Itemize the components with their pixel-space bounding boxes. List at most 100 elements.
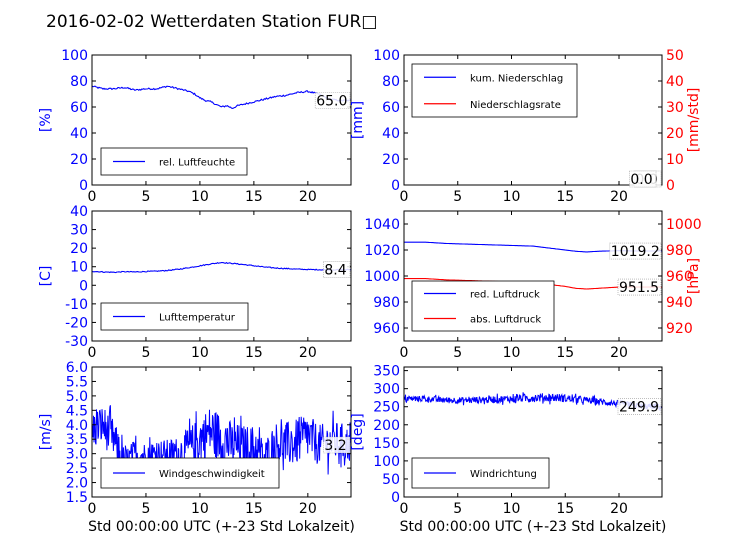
y-axis-label: [mm] — [350, 101, 366, 139]
plot-frame — [91, 210, 352, 342]
x-tick-label: 10 — [191, 345, 209, 361]
y2-tick-label: 10 — [666, 152, 684, 168]
x-tick-label: 5 — [141, 345, 150, 361]
current-value-box — [314, 92, 351, 109]
y-tick-label: 1000 — [364, 269, 400, 285]
plot-frame — [91, 54, 352, 186]
legend-label: Windrichtung — [470, 469, 537, 480]
x-axis-label: Std 00:00:00 UTC (+-23 Std Lokalzeit) — [400, 519, 667, 535]
y-tick-label: 980 — [373, 295, 400, 311]
y-tick-label: 40 — [70, 204, 88, 220]
x-tick-label: 5 — [453, 189, 462, 205]
x-tick-label: 0 — [400, 501, 409, 517]
x-tick-label: 5 — [453, 501, 462, 517]
y-tick-label: 40 — [70, 126, 88, 142]
panel-wind_speed: 0 5 10 15 20 1.52.02.53.03.54.04.55.05.56.0 [m… — [38, 360, 355, 535]
y2-axis-label: [hPa] — [686, 258, 702, 294]
y-axis-label: [C] — [38, 266, 54, 287]
y-axis-label: [%] — [38, 108, 54, 132]
x-tick-label: 5 — [453, 345, 462, 361]
y-tick-label: 250 — [373, 400, 400, 416]
x-tick-label: 0 — [88, 189, 97, 205]
y-tick-label: 2.5 — [66, 461, 88, 477]
y-tick-label: 6.0 — [66, 360, 88, 376]
y-tick-label: 0 — [391, 178, 400, 194]
y-tick-label: 150 — [373, 436, 400, 452]
y-tick-label: 40 — [382, 126, 400, 142]
y-tick-label: 1040 — [364, 217, 400, 233]
y-tick-label: 20 — [70, 152, 88, 168]
legend-label: rel. Luftfeuchte — [159, 158, 235, 169]
series-line-humidity-0 — [92, 85, 351, 109]
x-tick-label: 0 — [400, 189, 409, 205]
current-value-box — [323, 261, 351, 278]
legend-label: Niederschlagsrate — [470, 100, 561, 111]
y2-tick-label: 980 — [666, 243, 693, 259]
x-tick-label: 15 — [245, 501, 263, 517]
x-tick-label: 15 — [556, 345, 574, 361]
series-line-wind_speed-0 — [92, 405, 351, 483]
y2-tick-label: 30 — [666, 100, 684, 116]
legend-label: red. Luftdruck — [470, 290, 540, 301]
y2-tick-label: 40 — [666, 74, 684, 90]
y2-tick-label: 940 — [666, 295, 693, 311]
y-tick-label: 10 — [70, 260, 88, 276]
current-value-box — [617, 398, 662, 416]
x-tick-label: 20 — [299, 189, 317, 205]
y-tick-label: 3.0 — [66, 447, 88, 463]
current-value-label: 65.0 — [316, 94, 347, 110]
current-value-box — [609, 242, 662, 260]
y-tick-label: 0 — [391, 490, 400, 506]
y-tick-label: 60 — [70, 100, 88, 116]
y2-tick-label: 920 — [666, 321, 693, 337]
plot-frame — [403, 54, 663, 186]
x-tick-label: 0 — [88, 501, 97, 517]
x-tick-label: 20 — [610, 189, 628, 205]
series-line-temperature-0 — [92, 261, 351, 274]
y2-axis-label: [mm/std] — [686, 88, 702, 153]
y-tick-label: 3.5 — [66, 432, 88, 448]
panel-humidity: 0 5 10 15 20 0 20 40 60 80 100 [%] rel. Luftfeuchte 6… — [38, 48, 352, 205]
current-value-label: 249.9 — [619, 400, 659, 416]
y-tick-label: 80 — [382, 74, 400, 90]
y-tick-label: 1.5 — [66, 490, 88, 506]
y2-tick-label: 960 — [666, 269, 693, 285]
y-axis-label: [m/s] — [38, 414, 54, 451]
x-tick-label: 5 — [141, 189, 150, 205]
x-tick-label: 10 — [503, 189, 521, 205]
y2-tick-label: 0 — [666, 178, 675, 194]
plot-frame — [91, 366, 352, 498]
panel-temperature: 0 5 10 15 20 -30 -20 -10 0 10 20 30 40 [C] Lufttempera… — [38, 204, 352, 361]
y-axis-label: [deg] — [350, 413, 366, 450]
current-value-box — [323, 436, 351, 454]
y-tick-label: 0 — [79, 278, 88, 294]
y-tick-label: 1020 — [364, 243, 400, 259]
y-tick-label: 4.0 — [66, 418, 88, 434]
y-tick-label: 0 — [79, 178, 88, 194]
current-value-label: 0.0 — [630, 172, 652, 188]
y2-tick-label: 20 — [666, 126, 684, 142]
current-value-label: 8.4 — [324, 263, 346, 279]
x-tick-label: 10 — [503, 501, 521, 517]
y-tick-label: 100 — [373, 48, 400, 64]
y-tick-label: 5.5 — [66, 374, 88, 390]
y-tick-label: 60 — [382, 100, 400, 116]
current-value-box — [629, 170, 657, 188]
panel-precip: 0 5 10 15 20 0 20 40 60 80 100 0 10 20 30 40 50 [mm] [mm/s… — [350, 48, 702, 205]
y-tick-label: 960 — [373, 321, 400, 337]
legend-box — [411, 63, 578, 118]
current-value-box — [617, 278, 662, 296]
y-tick-label: 20 — [70, 241, 88, 257]
legend-label: abs. Luftdruck — [470, 315, 541, 326]
y-tick-label: 30 — [70, 223, 88, 239]
y-tick-label: 4.5 — [66, 403, 88, 419]
x-tick-label: 20 — [610, 501, 628, 517]
y-tick-label: 300 — [373, 382, 400, 398]
current-value-label: 951.5 — [619, 280, 659, 296]
x-tick-label: 10 — [191, 189, 209, 205]
y-tick-label: -30 — [65, 334, 88, 350]
current-value-label: 1019.2 — [611, 244, 660, 260]
y-tick-label: -10 — [65, 297, 88, 313]
panel-pressure: 0 5 10 15 20 960 980 1000 1020 1040 920 940 960 980 10… — [364, 210, 702, 361]
